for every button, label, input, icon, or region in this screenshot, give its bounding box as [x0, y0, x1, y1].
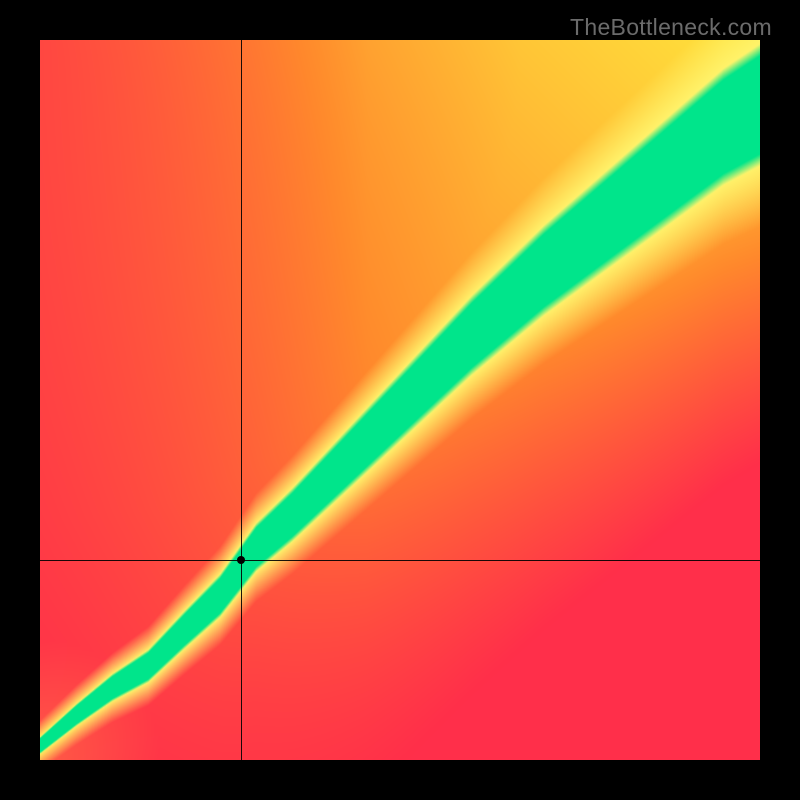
crosshair-marker	[237, 556, 245, 564]
watermark-text: TheBottleneck.com	[570, 14, 772, 41]
heatmap-canvas	[40, 40, 760, 760]
crosshair-vertical	[241, 40, 242, 760]
crosshair-horizontal	[40, 560, 760, 561]
heatmap-plot	[40, 40, 760, 760]
